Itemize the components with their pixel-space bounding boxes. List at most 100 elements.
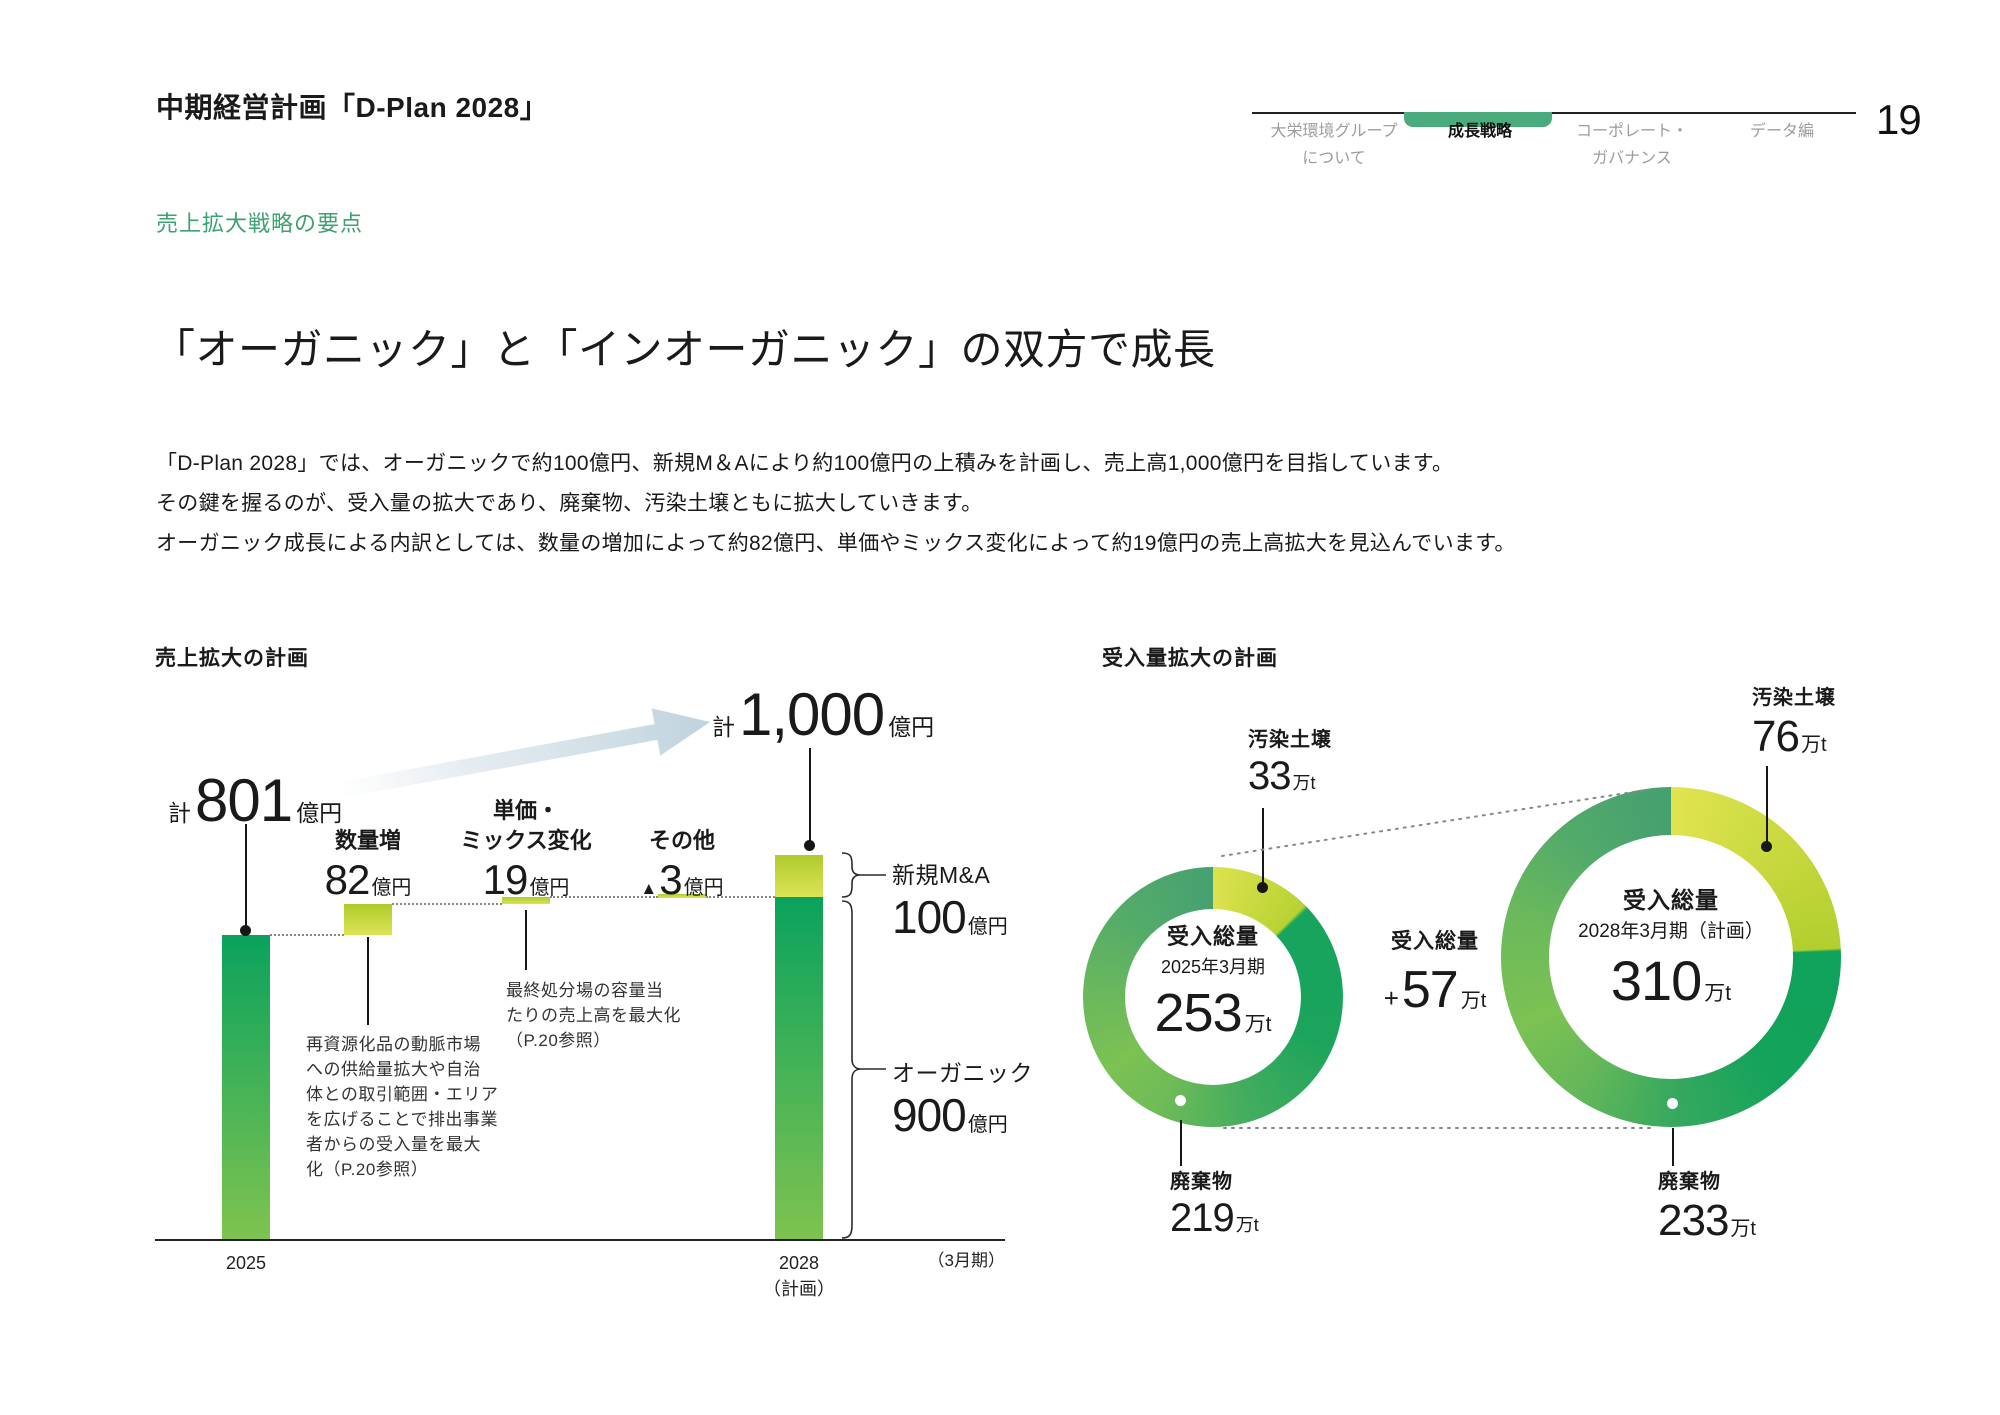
annotation-volume: 再資源化品の動脈市場 への供給量拡大や自治 体との取引範囲・エリア を広げること… xyxy=(306,1032,501,1182)
total-2025-label: 計 801 億円 xyxy=(168,766,342,835)
donut-period: 2025年3月期 xyxy=(1160,957,1266,977)
lead-paragraph: 「D-Plan 2028」では、オーガニックで約100億円、新規M＆Aにより約1… xyxy=(156,444,1516,564)
segment-new-ma: 新規M&A 100 億円 xyxy=(892,860,1008,944)
x-tick-text: （計画） xyxy=(763,1279,835,1299)
step-label: 数量増 xyxy=(334,828,401,853)
callout-label: 廃棄物 xyxy=(1658,1171,1721,1193)
callout-unit: 万t xyxy=(1800,734,1827,756)
x-tick-2025: 2025 xyxy=(225,1253,267,1273)
step-volume-increase: 数量増 82 億円 xyxy=(288,826,448,904)
callout-line xyxy=(1262,808,1264,884)
total-value: 801 xyxy=(195,767,293,834)
callout-dot-white xyxy=(1667,1098,1678,1109)
donut-period: 2028年3月期（計画） xyxy=(1578,921,1764,942)
annotation-text: を広げることで排出事業 xyxy=(306,1110,498,1129)
donut-2028-center: 受入総量 2028年3月期（計画） 310 万t xyxy=(1541,884,1801,1013)
paragraph-line: 「D-Plan 2028」では、オーガニックで約100億円、新規M＆Aにより約1… xyxy=(156,452,1454,475)
callout-num: 233 xyxy=(1658,1196,1729,1245)
callout-waste-2025: 廃棄物 219 万t xyxy=(1170,1168,1259,1241)
page-number: 19 xyxy=(1876,96,1922,143)
total-prefix: 計 xyxy=(168,800,191,826)
callout-dot xyxy=(1761,841,1772,852)
bar-other xyxy=(658,894,706,898)
segment-label: 新規M&A xyxy=(892,862,991,888)
tab-data-section[interactable]: データ編 xyxy=(1726,118,1838,145)
delta-value: + 57 万t xyxy=(1360,960,1510,1020)
headline: 「オーガニック」と「インオーガニック」の双方で成長 xyxy=(153,326,1216,373)
delta-unit: 万t xyxy=(1460,990,1487,1012)
donut-total-unit: 万t xyxy=(1704,982,1732,1005)
callout-value: 76 万t xyxy=(1752,712,1836,762)
annotation-text: 体との取引範囲・エリア xyxy=(306,1085,499,1104)
active-tab-indicator xyxy=(1404,112,1552,127)
segment-organic: オーガニック 900 億円 xyxy=(892,1058,1033,1142)
pointer-line xyxy=(245,824,247,926)
tab-label: 成長戦略 xyxy=(1447,123,1512,140)
step-price-mix: 単価・ ミックス変化 19 億円 xyxy=(446,796,606,904)
total-prefix: 計 xyxy=(712,714,735,740)
step-label: ミックス変化 xyxy=(460,828,592,853)
callout-soil-2025: 汚染土壌 33 万t xyxy=(1248,726,1332,799)
tab-group-about[interactable]: 大栄環境グループ について xyxy=(1268,118,1400,172)
nav-divider xyxy=(1252,112,1856,114)
paragraph-line: オーガニック成長による内訳としては、数量の増加によって約82億円、単価やミックス… xyxy=(156,532,1516,555)
step-value-num: 82 xyxy=(324,856,371,903)
annotation-text: 最終処分場の容量当 xyxy=(506,981,664,1000)
step-connector xyxy=(270,934,344,936)
callout-waste-2028: 廃棄物 233 万t xyxy=(1658,1168,1756,1246)
callout-dot xyxy=(1257,882,1268,893)
annotation-line xyxy=(367,937,369,1025)
brace-new-ma xyxy=(841,852,861,898)
donut-hole xyxy=(1549,835,1793,1079)
segment-value-num: 900 xyxy=(892,1089,967,1141)
step-value: 19 億円 xyxy=(446,856,606,904)
step-label: 単価・ xyxy=(492,798,559,823)
callout-num: 33 xyxy=(1248,754,1291,798)
annotation-text: への供給量拡大や自治 xyxy=(306,1060,481,1079)
plus-sign: + xyxy=(1383,983,1399,1013)
tab-label: について xyxy=(1302,150,1366,167)
tab-growth-strategy[interactable]: 成長戦略 xyxy=(1420,118,1540,145)
growth-arrow-icon xyxy=(338,708,710,798)
step-value: 82 億円 xyxy=(288,856,448,904)
callout-unit: 万t xyxy=(1730,1218,1756,1240)
callout-unit: 万t xyxy=(1292,773,1316,793)
tab-label: データ編 xyxy=(1749,123,1814,140)
bar-price-mix xyxy=(502,897,550,904)
tab-corporate-governance[interactable]: コーポレート・ ガバナンス xyxy=(1566,118,1698,172)
pointer-line xyxy=(809,748,811,846)
callout-unit: 万t xyxy=(1235,1215,1259,1235)
x-tick-2028: 2028 （計画） xyxy=(749,1250,849,1302)
step-value-unit: 億円 xyxy=(683,877,724,899)
brace-organic xyxy=(841,900,862,1239)
callout-value: 233 万t xyxy=(1658,1196,1756,1246)
bar-2028-ma-segment xyxy=(775,855,823,897)
segment-label: オーガニック xyxy=(892,1060,1033,1086)
paragraph-line: その鍵を握るのが、受入量の拡大であり、廃棄物、汚染土壌ともに拡大していきます。 xyxy=(156,492,983,515)
donut-2025-ring xyxy=(1083,867,1343,1127)
step-value-unit: 億円 xyxy=(529,877,570,899)
callout-line xyxy=(1180,1120,1182,1166)
donut-hole xyxy=(1125,909,1301,1085)
callout-num: 219 xyxy=(1170,1196,1235,1240)
donut-total-num: 310 xyxy=(1610,949,1702,1012)
callout-dot-white xyxy=(1175,1095,1186,1106)
step-connector xyxy=(392,903,502,905)
x-axis xyxy=(155,1239,1005,1241)
callout-num: 76 xyxy=(1752,712,1800,761)
segment-value: 900 億円 xyxy=(892,1088,1033,1142)
annotation-text: （P.20参照） xyxy=(506,1031,611,1050)
pointer-dot xyxy=(240,925,251,936)
step-value: ▲ 3 億円 xyxy=(602,856,762,904)
callout-label: 汚染土壌 xyxy=(1752,687,1836,709)
delta-num: 57 xyxy=(1401,961,1459,1019)
page-title: 中期経営計画「D-Plan 2028」 xyxy=(156,92,549,123)
tab-label: コーポレート・ xyxy=(1575,123,1688,140)
segment-value-unit: 億円 xyxy=(967,1114,1008,1136)
step-other: その他 ▲ 3 億円 xyxy=(602,826,762,904)
donut-center-label: 受入総量 xyxy=(1166,924,1259,949)
annotation-text: 者からの受入量を最大 xyxy=(306,1135,481,1154)
callout-label: 廃棄物 xyxy=(1170,1171,1233,1193)
donut-total-num: 253 xyxy=(1154,983,1243,1043)
